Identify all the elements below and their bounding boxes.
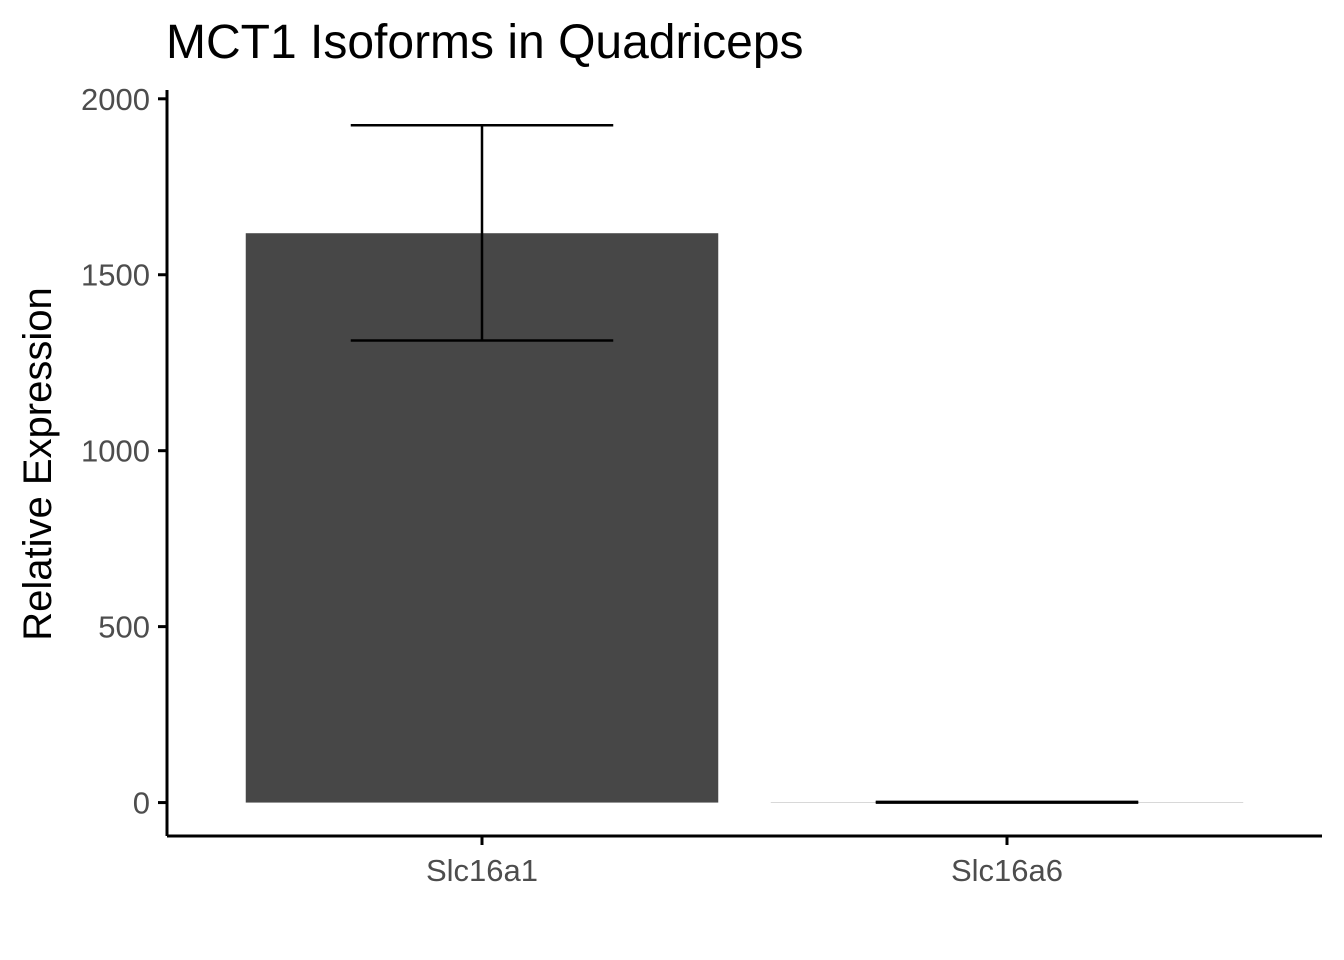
error-bar-slc16a1 (350, 123, 614, 342)
y-axis-label: Relative Expression (16, 287, 60, 641)
y-tick-label: 1000 (81, 434, 150, 469)
chart-title: MCT1 Isoforms in Quadriceps (166, 16, 804, 69)
bars-group (245, 233, 1244, 803)
y-tick-label: 2000 (81, 82, 150, 117)
y-tick-label: 1500 (81, 258, 150, 293)
y-tick-label: 500 (98, 610, 150, 645)
y-axis: 0 500 1000 1500 2000 (81, 82, 169, 836)
x-tick-label: Slc16a6 (951, 853, 1063, 888)
x-tick-label: Slc16a1 (426, 853, 538, 888)
x-axis: Slc16a1 Slc16a6 (167, 834, 1322, 888)
error-bars-group (350, 123, 1139, 804)
y-tick-label: 0 (133, 786, 150, 821)
error-bar-slc16a6 (875, 800, 1139, 804)
